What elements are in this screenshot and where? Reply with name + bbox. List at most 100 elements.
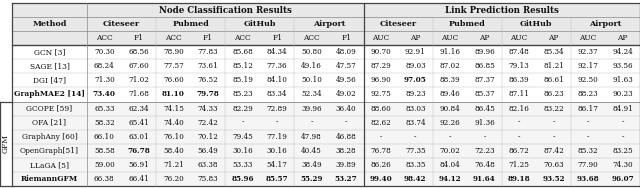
Text: 68.24: 68.24 — [94, 62, 115, 70]
Text: 38.28: 38.28 — [336, 147, 356, 155]
Text: 88.23: 88.23 — [578, 90, 598, 99]
Text: OFA [21]: OFA [21] — [33, 119, 67, 127]
Text: 74.30: 74.30 — [612, 161, 633, 169]
Text: 55.29: 55.29 — [300, 175, 323, 183]
Text: -: - — [449, 133, 451, 141]
Text: 83.25: 83.25 — [612, 147, 633, 155]
Text: -: - — [552, 119, 555, 127]
Text: 63.38: 63.38 — [198, 161, 218, 169]
Text: 92.37: 92.37 — [578, 48, 598, 56]
Text: GFM: GFM — [2, 134, 10, 153]
Text: 75.83: 75.83 — [198, 175, 218, 183]
Text: 30.16: 30.16 — [267, 147, 287, 155]
Text: SAGE [13]: SAGE [13] — [29, 62, 69, 70]
Text: -: - — [621, 119, 624, 127]
Text: 86.72: 86.72 — [509, 147, 529, 155]
Text: 71.02: 71.02 — [129, 77, 149, 84]
Text: AP: AP — [548, 34, 559, 42]
Text: 77.57: 77.57 — [163, 62, 184, 70]
Text: 87.37: 87.37 — [474, 77, 495, 84]
Text: 71.25: 71.25 — [509, 161, 529, 169]
Text: -: - — [276, 119, 278, 127]
Text: 98.42: 98.42 — [404, 175, 427, 183]
Text: 48.09: 48.09 — [336, 48, 356, 56]
Text: ACC: ACC — [234, 34, 251, 42]
Text: 56.49: 56.49 — [198, 147, 218, 155]
Text: 97.05: 97.05 — [404, 77, 427, 84]
Text: 83.74: 83.74 — [405, 119, 426, 127]
Text: F1: F1 — [272, 34, 282, 42]
Text: ACC: ACC — [303, 34, 320, 42]
Text: 76.10: 76.10 — [163, 133, 184, 141]
Text: 90.84: 90.84 — [440, 105, 460, 113]
Text: AUC: AUC — [580, 34, 596, 42]
Text: 71.21: 71.21 — [163, 161, 184, 169]
Text: -: - — [518, 119, 520, 127]
Text: 89.96: 89.96 — [474, 48, 495, 56]
Text: 85.12: 85.12 — [232, 62, 253, 70]
Text: 85.32: 85.32 — [578, 147, 598, 155]
Text: 70.63: 70.63 — [543, 161, 564, 169]
Text: 93.56: 93.56 — [612, 62, 633, 70]
Text: 86.45: 86.45 — [474, 105, 495, 113]
Text: GitHub: GitHub — [520, 20, 552, 28]
Text: 49.56: 49.56 — [336, 77, 356, 84]
Text: 59.00: 59.00 — [94, 161, 115, 169]
Bar — [0, 102, 12, 186]
Text: AP: AP — [479, 34, 490, 42]
Text: 92.91: 92.91 — [405, 48, 426, 56]
Text: 85.68: 85.68 — [232, 48, 253, 56]
Text: 53.27: 53.27 — [335, 175, 358, 183]
Text: 83.03: 83.03 — [405, 105, 426, 113]
Text: 73.61: 73.61 — [198, 62, 218, 70]
Text: 77.83: 77.83 — [198, 48, 218, 56]
Text: 86.61: 86.61 — [543, 77, 564, 84]
Text: 91.64: 91.64 — [473, 175, 496, 183]
Text: GraphMAE2 [14]: GraphMAE2 [14] — [14, 90, 85, 99]
Text: -: - — [241, 119, 244, 127]
Text: 94.12: 94.12 — [438, 175, 461, 183]
Text: 40.45: 40.45 — [301, 147, 322, 155]
Text: ACC: ACC — [165, 34, 182, 42]
Text: Pubmed: Pubmed — [449, 20, 486, 28]
Text: GraphAny [60]: GraphAny [60] — [22, 133, 77, 141]
Text: Pubmed: Pubmed — [172, 20, 209, 28]
Text: AP: AP — [410, 34, 420, 42]
Text: 77.35: 77.35 — [405, 147, 426, 155]
Text: 85.57: 85.57 — [266, 175, 289, 183]
Text: 79.45: 79.45 — [232, 133, 253, 141]
Text: 39.96: 39.96 — [301, 105, 322, 113]
Text: 70.30: 70.30 — [94, 48, 115, 56]
Text: -: - — [621, 133, 624, 141]
Text: 87.48: 87.48 — [509, 48, 529, 56]
Text: 38.49: 38.49 — [301, 161, 322, 169]
Text: 92.75: 92.75 — [371, 90, 391, 99]
Text: Airport: Airport — [589, 20, 621, 28]
Text: 70.12: 70.12 — [198, 133, 218, 141]
Text: 58.32: 58.32 — [94, 119, 115, 127]
Text: 87.42: 87.42 — [543, 147, 564, 155]
Text: 92.50: 92.50 — [578, 77, 598, 84]
Text: 90.70: 90.70 — [371, 48, 391, 56]
Text: 84.10: 84.10 — [267, 77, 287, 84]
Bar — [12, 3, 640, 45]
Text: 82.29: 82.29 — [232, 105, 253, 113]
Text: 77.90: 77.90 — [578, 161, 598, 169]
Text: 47.98: 47.98 — [301, 133, 322, 141]
Text: 89.46: 89.46 — [440, 90, 460, 99]
Text: 66.41: 66.41 — [129, 175, 149, 183]
Text: F1: F1 — [134, 34, 144, 42]
Text: 65.41: 65.41 — [129, 119, 149, 127]
Text: 85.23: 85.23 — [232, 90, 253, 99]
Text: 84.04: 84.04 — [440, 161, 460, 169]
Text: -: - — [518, 133, 520, 141]
Text: 66.38: 66.38 — [94, 175, 115, 183]
Text: 79.13: 79.13 — [509, 62, 529, 70]
Text: 78.90: 78.90 — [163, 48, 184, 56]
Text: 85.34: 85.34 — [543, 48, 564, 56]
Text: -: - — [552, 133, 555, 141]
Text: -: - — [310, 119, 313, 127]
Text: 36.40: 36.40 — [336, 105, 356, 113]
Bar — [12, 102, 640, 186]
Text: 84.34: 84.34 — [267, 48, 287, 56]
